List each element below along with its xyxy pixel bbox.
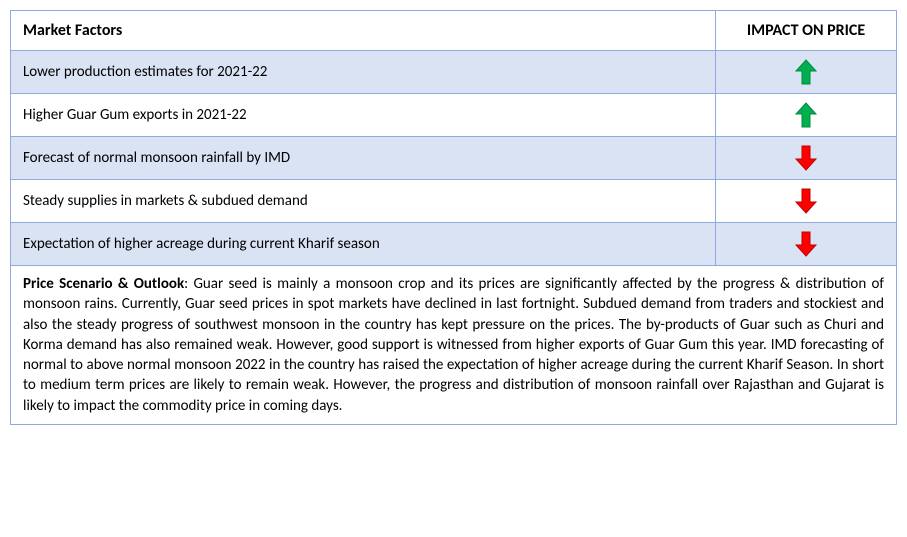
table-row: Forecast of normal monsoon rainfall by I… [11, 137, 897, 180]
outlook-cell: Price Scenario & Outlook: Guar seed is m… [11, 266, 897, 425]
outlook-label: Price Scenario & Outlook [23, 275, 184, 293]
table-header-row: Market Factors IMPACT ON PRICE [11, 11, 897, 51]
impact-cell [716, 94, 897, 137]
arrow-down-icon [795, 145, 817, 171]
arrow-up-icon [795, 59, 817, 85]
arrow-down-icon [795, 188, 817, 214]
factor-label: Higher Guar Gum exports in 2021-22 [11, 94, 716, 137]
factor-label: Forecast of normal monsoon rainfall by I… [11, 137, 716, 180]
impact-cell [716, 137, 897, 180]
market-factors-table: Market Factors IMPACT ON PRICE Lower pro… [10, 10, 897, 425]
header-market-factors: Market Factors [11, 11, 716, 51]
arrow-down-icon [795, 231, 817, 257]
table-row: Lower production estimates for 2021-22 [11, 51, 897, 94]
impact-cell [716, 180, 897, 223]
table-row: Steady supplies in markets & subdued dem… [11, 180, 897, 223]
impact-cell [716, 223, 897, 266]
factor-label: Expectation of higher acreage during cur… [11, 223, 716, 266]
outlook-text: : Guar seed is mainly a monsoon crop and… [23, 275, 884, 415]
outlook-row: Price Scenario & Outlook: Guar seed is m… [11, 266, 897, 425]
table-row: Higher Guar Gum exports in 2021-22 [11, 94, 897, 137]
factor-label: Lower production estimates for 2021-22 [11, 51, 716, 94]
arrow-up-icon [795, 102, 817, 128]
table-row: Expectation of higher acreage during cur… [11, 223, 897, 266]
impact-cell [716, 51, 897, 94]
header-impact-on-price: IMPACT ON PRICE [716, 11, 897, 51]
factor-label: Steady supplies in markets & subdued dem… [11, 180, 716, 223]
